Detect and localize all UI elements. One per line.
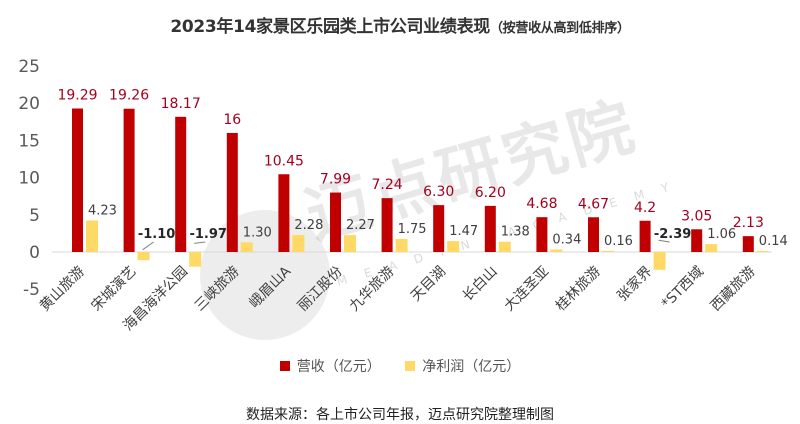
chart-title-sub: （按营收从高到低排序） <box>489 21 630 36</box>
revenue-value-label: 2.13 <box>733 215 764 231</box>
category-label: 峨眉山A <box>246 263 294 311</box>
revenue-bar <box>226 132 238 252</box>
category-label: 三峡旅游 <box>192 264 243 315</box>
profit-bar <box>189 252 202 267</box>
revenue-bar <box>278 174 290 252</box>
profit-value-label: 1.30 <box>243 225 272 240</box>
profit-value-label: 1.47 <box>449 224 478 239</box>
category-label: 桂林旅游 <box>553 264 604 315</box>
revenue-bar <box>742 236 754 252</box>
profit-bar <box>602 250 614 252</box>
profit-bar <box>344 235 356 252</box>
revenue-value-label: 16 <box>223 112 241 128</box>
revenue-bar <box>381 198 393 252</box>
y-tick-label: 10 <box>18 169 40 189</box>
y-tick-label: 20 <box>18 94 40 114</box>
category-label: 丽江股份 <box>295 264 346 315</box>
profit-bar <box>550 249 563 252</box>
category-label: 宋城演艺 <box>89 264 140 315</box>
profit-bar <box>756 250 769 252</box>
revenue-value-label: 19.29 <box>57 87 97 103</box>
revenue-value-label: 6.30 <box>423 184 454 200</box>
y-tick-label: 15 <box>18 131 40 151</box>
revenue-value-label: 18.17 <box>161 96 201 112</box>
revenue-value-label: 6.20 <box>475 185 506 201</box>
profit-bar <box>240 242 253 252</box>
profit-value-label: 1.75 <box>398 222 427 237</box>
y-tick-label: -5 <box>23 280 40 300</box>
revenue-bar <box>72 108 83 253</box>
profit-bar <box>292 235 305 252</box>
profit-bar <box>498 241 511 252</box>
profit-value-label: 1.06 <box>707 227 736 242</box>
leader-line <box>658 239 670 243</box>
profit-value-label: 2.27 <box>346 218 375 233</box>
leader-line <box>142 241 154 251</box>
revenue-value-label: 4.2 <box>634 200 656 216</box>
category-label: *ST西域 <box>659 264 707 312</box>
legend-label-revenue: 营收（亿元） <box>296 359 381 375</box>
revenue-bar <box>639 220 651 252</box>
y-tick-label: 0 <box>29 243 40 263</box>
category-label: 天目湖 <box>408 264 449 305</box>
revenue-bar <box>433 205 445 252</box>
profit-value-label: 2.28 <box>294 218 323 233</box>
revenue-value-label: 7.99 <box>320 172 351 188</box>
profit-value-label-negative: -1.10 <box>138 227 175 242</box>
category-label: 西藏旅游 <box>708 264 759 315</box>
legend-swatch-profit-icon <box>405 361 416 371</box>
profit-value-label: 0.14 <box>759 234 788 249</box>
category-label: 长白山 <box>460 264 501 305</box>
profit-value-label: 1.38 <box>501 225 530 240</box>
y-tick-label: 5 <box>29 206 40 226</box>
revenue-bar <box>691 229 703 252</box>
legend-swatch-revenue-icon <box>279 361 290 371</box>
data-source-note: 数据来源：各上市公司年报，迈点研究院整理制图 <box>246 407 554 423</box>
profit-value-label: 4.23 <box>88 204 117 219</box>
profit-value-label-negative: -1.97 <box>189 227 226 242</box>
profit-bar <box>86 220 98 252</box>
revenue-bar <box>484 205 496 252</box>
category-label: 大连圣亚 <box>501 264 552 315</box>
revenue-value-label: 10.45 <box>264 153 304 169</box>
category-label: 黄山旅游 <box>36 263 88 315</box>
revenue-value-label: 3.05 <box>681 208 712 224</box>
watermark-logo-icon <box>200 210 330 340</box>
profit-bar <box>447 241 460 252</box>
revenue-value-label: 19.26 <box>109 88 149 104</box>
revenue-bar <box>330 192 341 252</box>
revenue-bar <box>123 108 135 252</box>
profit-value-label: 0.34 <box>552 232 581 247</box>
revenue-bar <box>175 116 187 252</box>
profit-bar <box>137 252 150 261</box>
profit-bar <box>395 238 408 252</box>
legend-item-revenue: 营收（亿元） <box>279 356 381 376</box>
profit-value-label: 0.16 <box>604 234 633 249</box>
leader-line <box>194 241 206 244</box>
revenue-value-label: 4.68 <box>526 196 557 212</box>
legend-item-profit: 净利润（亿元） <box>405 356 520 376</box>
profit-bar <box>653 252 666 270</box>
chart-title-main: 2023年14家景区乐园类上市公司业绩表现 <box>170 17 490 37</box>
chart-legend: 营收（亿元） 净利润（亿元） <box>0 356 800 376</box>
category-label: 张家界 <box>614 263 656 305</box>
chart-title: 2023年14家景区乐园类上市公司业绩表现（按营收从高到低排序） <box>0 12 800 37</box>
legend-label-profit: 净利润（亿元） <box>422 359 521 375</box>
revenue-bar <box>536 217 548 252</box>
revenue-value-label: 7.24 <box>372 177 403 193</box>
category-label: 九华旅游 <box>347 264 398 315</box>
revenue-bar <box>588 217 599 252</box>
y-tick-label: 25 <box>18 57 40 77</box>
profit-value-label-negative: -2.39 <box>654 227 691 242</box>
profit-bar <box>705 244 718 252</box>
revenue-value-label: 4.67 <box>578 196 609 212</box>
